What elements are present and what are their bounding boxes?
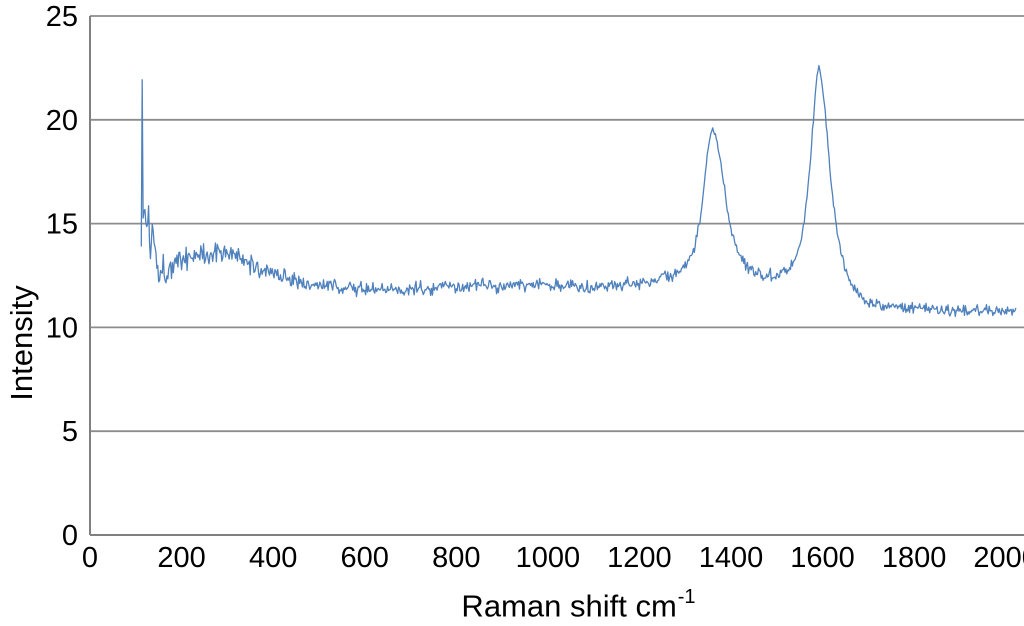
- x-tick-label: 400: [249, 542, 297, 574]
- x-tick-label: 2000: [973, 542, 1024, 574]
- x-tick-label: 1600: [790, 542, 855, 574]
- y-tick-label: 20: [46, 105, 78, 137]
- x-tick-label: 1200: [607, 542, 672, 574]
- x-axis-title-text: Raman shift cm: [461, 588, 677, 624]
- y-axis-title: Intensity: [4, 285, 39, 401]
- y-tick-label: 10: [46, 312, 78, 344]
- x-axis-title: Raman shift cm-1: [461, 586, 696, 624]
- y-tick-label: 5: [62, 416, 78, 448]
- x-tick-label: 1400: [699, 542, 764, 574]
- x-tick-label: 200: [157, 542, 205, 574]
- y-tick-label: 15: [46, 209, 78, 241]
- x-tick-label: 1000: [516, 542, 581, 574]
- spectrum-line: [140, 65, 1017, 318]
- x-tick-label: 1800: [882, 542, 947, 574]
- x-axis-title-superscript: -1: [677, 586, 696, 608]
- y-tick-label: 25: [46, 1, 78, 33]
- y-tick-label: 0: [62, 520, 78, 552]
- x-tick-label: 800: [432, 542, 480, 574]
- x-tick-label: 600: [341, 542, 389, 574]
- x-tick-label: 0: [82, 542, 98, 574]
